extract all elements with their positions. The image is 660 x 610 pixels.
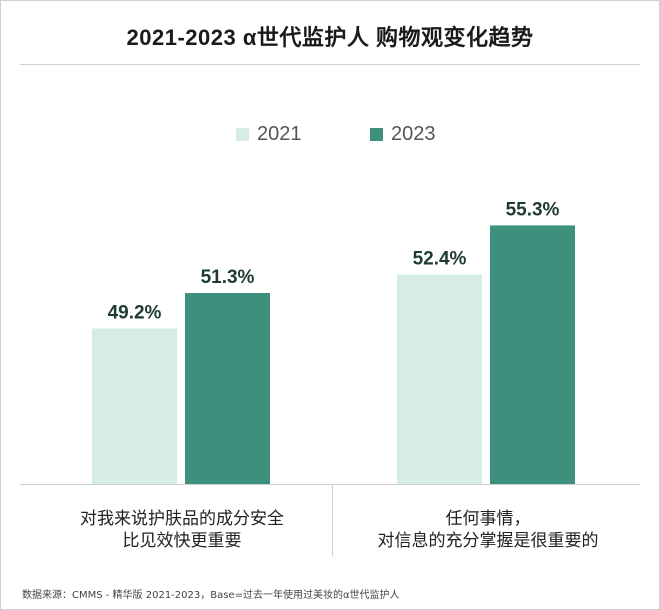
chart-legend: 2021 2023: [0, 122, 660, 146]
category-label-information-line1: 任何事情，: [445, 509, 531, 528]
source-note: 数据来源：CMMS - 精华版 2021-2023，Base=过去一年使用过美妆…: [22, 590, 400, 601]
legend-label-2023: 2023: [391, 122, 436, 145]
title-divider: [20, 64, 640, 65]
category-label-ingredients-line1: 对我来说护肤品的成分安全: [80, 509, 284, 528]
bar-information-2021: [397, 274, 482, 484]
legend-item-2023: 2023: [370, 122, 436, 146]
legend-label-2021: 2021: [257, 122, 302, 145]
data-label-information-2023: 55.3%: [506, 199, 560, 220]
chart-title: 2021-2023 α世代监护人 购物观变化趋势: [126, 25, 534, 50]
data-label-information-2021: 52.4%: [413, 248, 467, 269]
legend-swatch-2023: [370, 127, 383, 141]
data-label-ingredients-2021: 49.2%: [108, 303, 162, 324]
data-label-ingredients-2023: 51.3%: [201, 267, 255, 288]
bar-ingredients-2023: [185, 293, 270, 484]
legend-swatch-2021: [236, 127, 249, 141]
category-label-ingredients-line2: 比见效快更重要: [122, 531, 242, 550]
category-label-information-line2: 对信息的充分掌握是很重要的: [377, 531, 599, 550]
category-label-information: 任何事情， 对信息的充分掌握是很重要的: [338, 508, 638, 552]
bar-information-2023: [490, 225, 575, 484]
bar-ingredients-2021: [92, 328, 177, 484]
category-label-ingredients: 对我来说护肤品的成分安全 比见效快更重要: [32, 508, 332, 552]
legend-item-2021: 2021: [236, 122, 302, 146]
